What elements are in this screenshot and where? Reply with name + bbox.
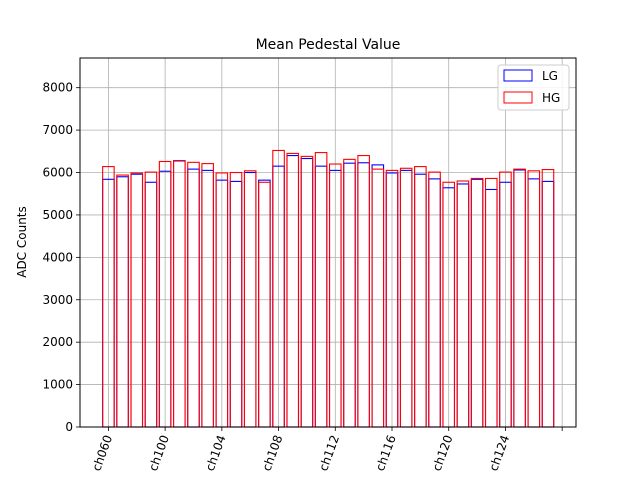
y-tick-label: 7000 [42, 123, 73, 137]
legend: LG HG [497, 64, 570, 111]
y-tick-label: 8000 [42, 81, 73, 95]
y-tick-label: 4000 [42, 250, 73, 264]
chart-title: Mean Pedestal Value [256, 37, 401, 53]
legend-swatch-lg [503, 69, 533, 82]
y-tick-label: 0 [65, 420, 73, 434]
y-tick-label: 6000 [42, 166, 73, 180]
y-axis-label: ADC Counts [15, 206, 29, 278]
legend-label-hg: HG [542, 91, 560, 105]
y-axis: 0 1000 2000 3000 4000 5000 6000 7000 8000 [42, 81, 80, 434]
legend-label-lg: LG [542, 69, 558, 83]
legend-frame [497, 64, 570, 111]
plot-frame [79, 57, 577, 428]
y-tick-label: 3000 [42, 293, 73, 307]
y-tick-label: 5000 [42, 208, 73, 222]
y-tick-label: 1000 [42, 378, 73, 392]
legend-swatch-hg [503, 91, 533, 104]
grid [80, 58, 576, 428]
y-tick-label: 2000 [42, 335, 73, 349]
